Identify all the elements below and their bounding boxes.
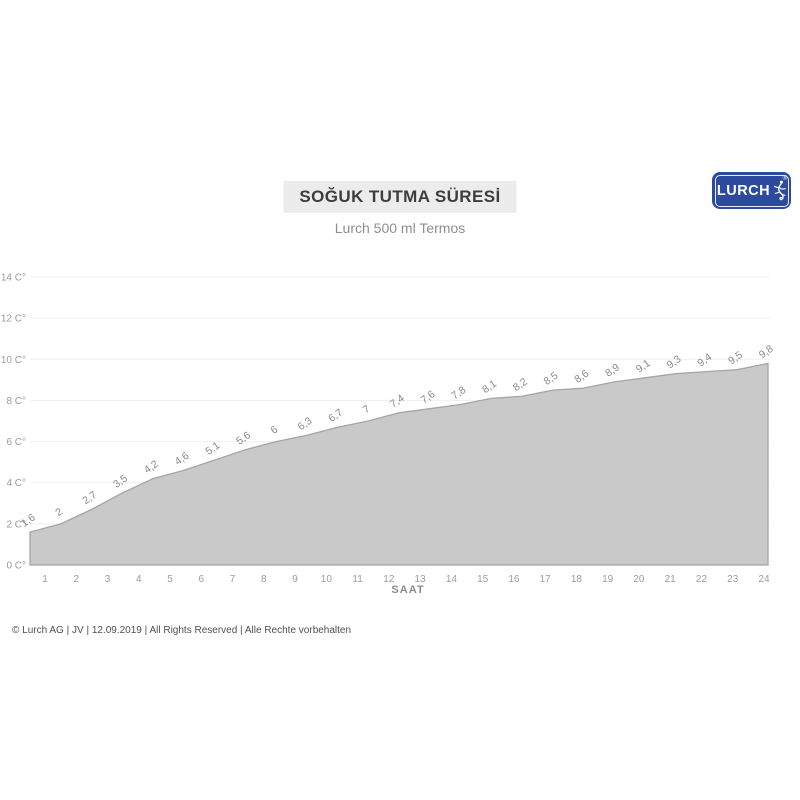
svg-text:6: 6 (268, 423, 280, 436)
svg-text:6,3: 6,3 (296, 415, 315, 433)
svg-text:4: 4 (136, 574, 142, 585)
svg-text:1: 1 (42, 574, 48, 585)
svg-text:8: 8 (261, 574, 267, 585)
svg-text:8 C°: 8 C° (6, 396, 26, 407)
svg-text:17: 17 (540, 574, 552, 585)
svg-text:14: 14 (446, 574, 458, 585)
svg-text:8,9: 8,9 (603, 361, 622, 379)
svg-text:22: 22 (696, 574, 708, 585)
chart-subtitle: Lurch 500 ml Termos (334, 220, 466, 236)
svg-text:19: 19 (602, 574, 614, 585)
svg-text:8,6: 8,6 (572, 367, 591, 385)
svg-text:24: 24 (758, 574, 770, 585)
svg-text:21: 21 (665, 574, 677, 585)
svg-text:8,2: 8,2 (511, 376, 530, 394)
logo-wordmark: LURCH (716, 182, 771, 199)
y-axis-labels: 0 C° 2 C° 4 C° 6 C° 8 C° 10 C° 12 C° 14 C° (1, 273, 26, 572)
x-axis-title: SAAT (391, 584, 425, 596)
registered-mark: ® (782, 176, 787, 182)
svg-text:5: 5 (167, 574, 173, 585)
svg-text:13: 13 (415, 574, 427, 585)
svg-text:4,2: 4,2 (142, 458, 161, 476)
svg-text:2 C°: 2 C° (6, 519, 26, 530)
svg-text:20: 20 (633, 574, 645, 585)
svg-text:9,4: 9,4 (695, 351, 714, 369)
svg-text:5,6: 5,6 (234, 429, 253, 447)
gecko-icon (774, 180, 786, 200)
svg-text:10 C°: 10 C° (1, 355, 26, 366)
svg-text:8,5: 8,5 (542, 369, 561, 387)
svg-text:12 C°: 12 C° (1, 314, 26, 325)
svg-text:2,7: 2,7 (80, 489, 99, 507)
svg-text:10: 10 (321, 574, 333, 585)
svg-text:12: 12 (383, 574, 395, 585)
svg-text:0 C°: 0 C° (6, 561, 26, 572)
svg-text:3: 3 (105, 574, 111, 585)
x-axis-labels: 1 2 3 4 5 6 7 8 9 10 11 12 13 14 15 16 17 18 19 20 21 22 23 24 (42, 574, 770, 585)
svg-text:6 C°: 6 C° (6, 437, 26, 448)
svg-text:16: 16 (508, 574, 520, 585)
svg-text:4,6: 4,6 (173, 450, 192, 468)
svg-text:9,8: 9,8 (757, 343, 776, 361)
svg-text:2: 2 (53, 506, 65, 519)
cold-retention-area-chart: 0 C°2 C°4 C°6 C°8 C°10 C°12 C°14 C°1,6 22… (1, 273, 776, 586)
svg-text:4 C°: 4 C° (6, 478, 26, 489)
svg-text:9,3: 9,3 (665, 353, 684, 371)
svg-text:5,1: 5,1 (203, 439, 222, 457)
svg-text:14 C°: 14 C° (1, 273, 26, 284)
svg-text:7,6: 7,6 (419, 388, 438, 406)
svg-text:23: 23 (727, 574, 739, 585)
svg-text:7,8: 7,8 (449, 384, 468, 402)
svg-text:7: 7 (361, 403, 373, 416)
svg-text:9,1: 9,1 (634, 357, 653, 375)
chart-title: SOĞUK TUTMA SÜRESİ (283, 181, 517, 213)
svg-text:6,7: 6,7 (326, 407, 345, 425)
lurch-logo: LURCH ® (712, 172, 791, 209)
svg-text:18: 18 (571, 574, 583, 585)
copyright-footer: © Lurch AG | JV | 12.09.2019 | All Right… (12, 625, 352, 636)
svg-text:3,5: 3,5 (111, 472, 130, 490)
svg-text:7,4: 7,4 (388, 392, 407, 410)
svg-text:6: 6 (199, 574, 205, 585)
svg-text:8,1: 8,1 (480, 378, 499, 396)
svg-text:9: 9 (292, 574, 298, 585)
svg-text:11: 11 (352, 574, 363, 585)
svg-text:15: 15 (477, 574, 489, 585)
svg-text:9,5: 9,5 (726, 349, 745, 367)
svg-text:7: 7 (230, 574, 236, 585)
svg-text:2: 2 (73, 574, 79, 585)
area-series (29, 362, 769, 566)
